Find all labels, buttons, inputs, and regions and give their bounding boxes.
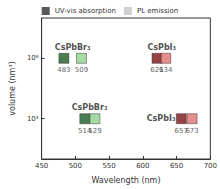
svg-text:483: 483 xyxy=(57,66,70,74)
svg-text:450: 450 xyxy=(35,162,48,170)
svg-text:volume (nm³): volume (nm³) xyxy=(8,61,17,116)
svg-text:673: 673 xyxy=(185,127,198,135)
svg-text:550: 550 xyxy=(102,162,115,170)
svg-text:10³: 10³ xyxy=(27,115,39,123)
svg-text:CsPbBr₃: CsPbBr₃ xyxy=(72,103,108,112)
svg-text:529: 529 xyxy=(88,127,101,135)
svg-text:Wavelength (nm): Wavelength (nm) xyxy=(91,176,160,185)
svg-text:CsPbI₃: CsPbI₃ xyxy=(147,43,176,52)
svg-text:514: 514 xyxy=(78,126,92,135)
svg-text:700: 700 xyxy=(204,162,217,170)
svg-text:500: 500 xyxy=(69,162,82,170)
svg-text:CsPbI₃: CsPbI₃ xyxy=(147,114,176,123)
svg-text:PL emission: PL emission xyxy=(137,7,178,15)
svg-text:10⁶: 10⁶ xyxy=(27,54,39,62)
svg-text:CsPbBr₃: CsPbBr₃ xyxy=(55,43,91,52)
svg-text:657: 657 xyxy=(174,126,188,135)
svg-text:UV-vis absorption: UV-vis absorption xyxy=(55,7,116,15)
svg-text:621: 621 xyxy=(150,66,164,75)
svg-text:600: 600 xyxy=(136,162,149,170)
svg-text:509: 509 xyxy=(75,66,88,74)
svg-text:634: 634 xyxy=(159,66,173,74)
svg-text:650: 650 xyxy=(170,162,183,170)
